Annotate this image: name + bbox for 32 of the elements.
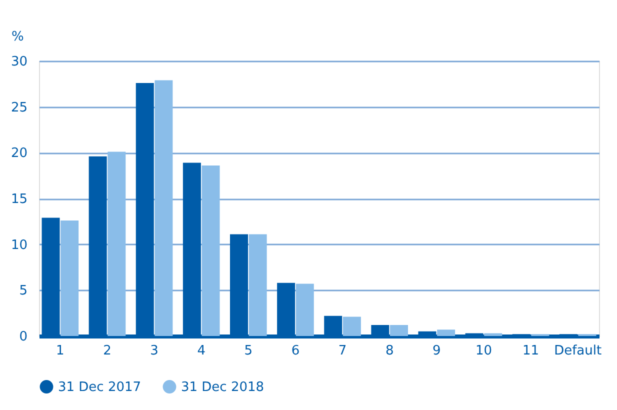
bar (60, 220, 79, 336)
y-axis-title: % (12, 30, 24, 44)
x-tick-label: 9 (432, 344, 441, 358)
x-tick-label: 2 (103, 344, 112, 358)
bar (390, 325, 408, 336)
bar (484, 333, 502, 336)
x-tick-label: 11 (522, 344, 540, 358)
y-tick-label: 30 (10, 54, 28, 70)
bar (202, 166, 220, 336)
x-tick-label: Default (554, 344, 602, 358)
x-tick-label: 5 (244, 344, 253, 358)
y-tick-label: 25 (10, 100, 28, 116)
bar (108, 152, 126, 336)
bar (296, 284, 314, 336)
x-tick-label: 3 (150, 344, 158, 358)
y-tick-label: 5 (19, 284, 28, 299)
bar (342, 316, 361, 336)
x-tick-label: 4 (197, 344, 206, 358)
y-tick-label: 10 (10, 238, 28, 253)
x-tick-label: 8 (385, 344, 394, 358)
legend-label: 31 Dec 2018 (181, 380, 264, 395)
bar (154, 80, 173, 336)
x-tick-label: 1 (56, 344, 64, 358)
y-tick-label: 20 (10, 146, 28, 162)
y-tick-label: 0 (19, 330, 28, 344)
x-tick-label: 10 (475, 344, 492, 358)
bar (437, 330, 456, 336)
y-tick-label: 15 (10, 192, 28, 207)
legend-label: 31 Dec 2017 (58, 380, 142, 395)
bar (248, 234, 267, 336)
x-tick-label: 7 (338, 344, 347, 358)
x-tick-label: 6 (291, 344, 300, 358)
